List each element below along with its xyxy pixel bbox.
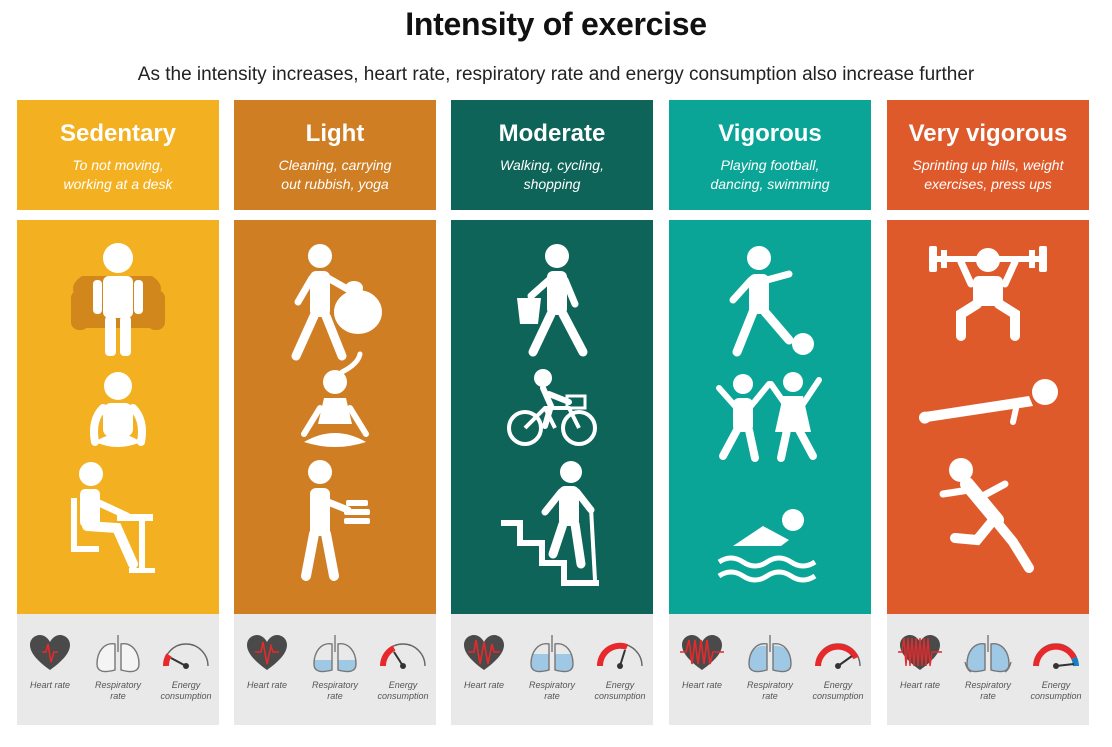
person-lifting-weights-icon	[929, 246, 1047, 341]
heart-icon	[898, 635, 942, 670]
column-very-vigorous: Very vigorous Sprinting up hills, weight…	[887, 100, 1089, 725]
heart-icon	[247, 635, 287, 670]
heart-rate-indicator: Heart rate	[669, 634, 735, 691]
gauge-icon	[379, 643, 426, 669]
person-carrying-plates-icon	[301, 460, 370, 581]
intensity-name: Sedentary	[59, 120, 177, 147]
column-light: Light Cleaning, carrying out rubbish, yo…	[234, 100, 436, 725]
intensity-description: Cleaning, carrying out rubbish, yoga	[278, 157, 392, 192]
intensity-name: Vigorous	[718, 120, 822, 147]
page-subtitle: As the intensity increases, heart rate, …	[137, 64, 975, 85]
person-in-armchair-icon	[71, 243, 165, 356]
heart-rate-indicator: Heart rate	[451, 634, 517, 691]
column-header: Vigorous Playing football, dancing, swim…	[669, 100, 871, 210]
column-vigorous: Vigorous Playing football, dancing, swim…	[669, 100, 871, 725]
indicator-panel: Heart rate Respiratory rate Energy consump…	[234, 614, 436, 725]
column-sedentary: Sedentary To not moving, working at a de…	[17, 100, 219, 725]
energy-consumption-indicator: Energy consumption	[805, 634, 871, 702]
gauge-icon	[1033, 643, 1079, 669]
intensity-description: To not moving, working at a desk	[63, 157, 173, 192]
heart-icon	[30, 635, 70, 670]
heart-rate-indicator: Heart rate	[234, 634, 300, 691]
column-header: Light Cleaning, carrying out rubbish, yo…	[234, 100, 436, 210]
respiratory-rate-indicator: Respiratory rate	[302, 634, 368, 702]
indicator-panel: Heart rate Respiratory rate Energy consump…	[451, 614, 653, 725]
person-at-desk-icon	[71, 462, 155, 573]
intensity-name: Light	[305, 120, 365, 147]
respiratory-rate-indicator: Respiratory rate	[85, 634, 151, 702]
intensity-name: Very vigorous	[908, 120, 1068, 147]
indicator-panel: Heart rate Respiratory rate Energy consump…	[887, 614, 1089, 725]
person-sprinting-icon	[939, 458, 1034, 573]
heart-rate-indicator: Heart rate	[887, 634, 953, 691]
indicator-panel: Heart rate Respiratory rate Energy consump…	[669, 614, 871, 725]
energy-consumption-indicator: Energy consumption	[370, 634, 436, 702]
respiratory-rate-indicator: Respiratory rate	[519, 634, 585, 702]
intensity-description: Playing football, dancing, swimming	[710, 157, 830, 192]
lungs-icon	[96, 635, 140, 673]
gauge-icon	[596, 642, 643, 669]
column-header: Moderate Walking, cycling, shopping	[451, 100, 653, 210]
heart-icon	[680, 635, 724, 670]
lungs-icon	[313, 635, 357, 673]
energy-consumption-indicator: Energy consumption	[153, 634, 219, 702]
energy-consumption-indicator: Energy consumption	[1023, 634, 1089, 702]
page-title: Intensity of exercise	[405, 6, 707, 42]
energy-consumption-indicator: Energy consumption	[587, 634, 653, 702]
gauge-icon	[815, 643, 861, 669]
intensity-name: Moderate	[498, 120, 606, 147]
person-sitting-cross-legged-icon	[90, 372, 146, 447]
indicator-panel: Heart rate Respiratory rate Energy consump…	[17, 614, 219, 725]
gauge-icon	[163, 643, 209, 669]
person-doing-press-ups-icon	[918, 379, 1058, 425]
person-yoga-icon	[301, 351, 369, 447]
intensity-description: Walking, cycling, shopping	[499, 157, 604, 192]
lungs-icon	[964, 635, 1012, 673]
column-moderate: Moderate Walking, cycling, shopping	[451, 100, 653, 725]
people-dancing-icon	[716, 372, 822, 462]
person-walking-with-bag-icon	[517, 244, 588, 357]
person-carrying-rubbish-bag-icon	[291, 244, 382, 361]
column-header: Sedentary To not moving, working at a de…	[17, 100, 219, 210]
heart-icon	[464, 635, 504, 670]
person-swimming-icon	[717, 509, 817, 583]
person-kicking-ball-icon	[729, 246, 814, 357]
respiratory-rate-indicator: Respiratory rate	[955, 634, 1021, 702]
person-climbing-stairs-icon	[501, 461, 599, 586]
lungs-icon	[748, 635, 792, 673]
intensity-description: Sprinting up hills, weight exercises, pr…	[912, 157, 1064, 192]
heart-rate-indicator: Heart rate	[17, 634, 83, 691]
respiratory-rate-indicator: Respiratory rate	[737, 634, 803, 702]
person-cycling-icon	[507, 369, 597, 446]
lungs-icon	[530, 635, 574, 673]
column-header: Very vigorous Sprinting up hills, weight…	[887, 100, 1089, 210]
